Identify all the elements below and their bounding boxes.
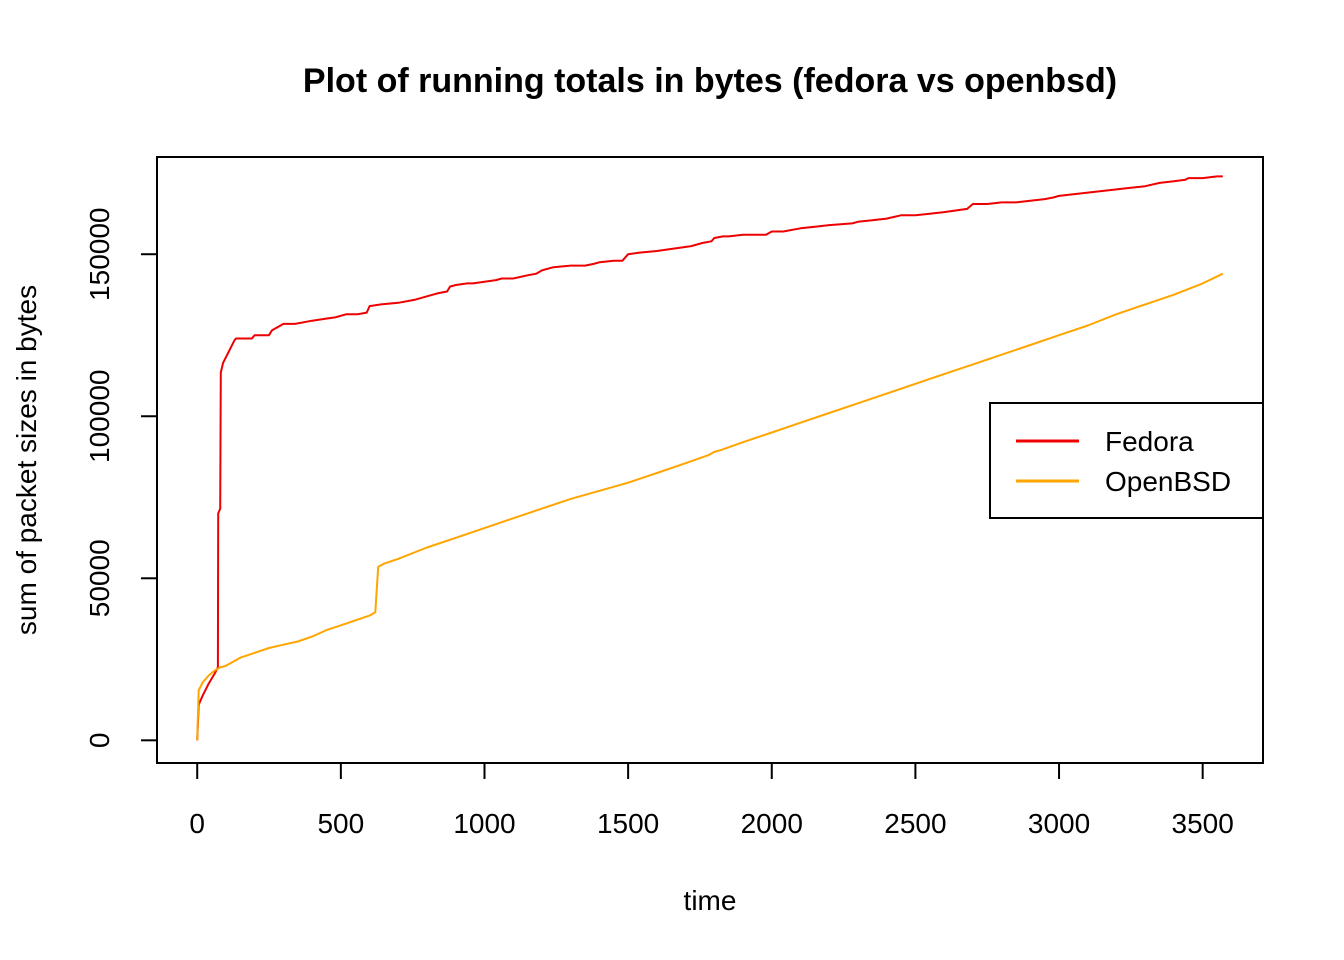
x-tick-label: 3000 bbox=[1028, 808, 1090, 839]
series-layer bbox=[196, 175, 1224, 741]
legend-label-fedora: Fedora bbox=[1105, 426, 1194, 457]
legend-label-openbsd: OpenBSD bbox=[1105, 466, 1231, 497]
chart-title: Plot of running totals in bytes (fedora … bbox=[303, 62, 1117, 100]
series-line-openbsd bbox=[196, 272, 1224, 741]
x-tick-label: 1500 bbox=[597, 808, 659, 839]
x-tick-label: 500 bbox=[317, 808, 364, 839]
y-tick-label: 0 bbox=[84, 733, 115, 749]
x-tick-label: 2500 bbox=[884, 808, 946, 839]
legend: Fedora OpenBSD bbox=[989, 402, 1264, 519]
y-tick-label: 150000 bbox=[84, 208, 115, 301]
x-tick-label: 0 bbox=[189, 808, 205, 839]
x-tick-label: 1000 bbox=[453, 808, 515, 839]
y-axis: 0 50000 100000 150000 bbox=[84, 208, 158, 749]
x-axis-label: time bbox=[684, 885, 737, 916]
x-tick-label: 2000 bbox=[741, 808, 803, 839]
legend-box bbox=[989, 402, 1264, 519]
y-tick-label: 100000 bbox=[84, 370, 115, 463]
y-tick-label: 50000 bbox=[84, 539, 115, 617]
series-line-fedora bbox=[196, 175, 1223, 741]
x-tick-label: 3500 bbox=[1172, 808, 1234, 839]
x-axis: 0 500 1000 1500 2000 2500 3000 3500 bbox=[189, 762, 1234, 839]
y-axis-label: sum of packet sizes in bytes bbox=[11, 285, 42, 635]
